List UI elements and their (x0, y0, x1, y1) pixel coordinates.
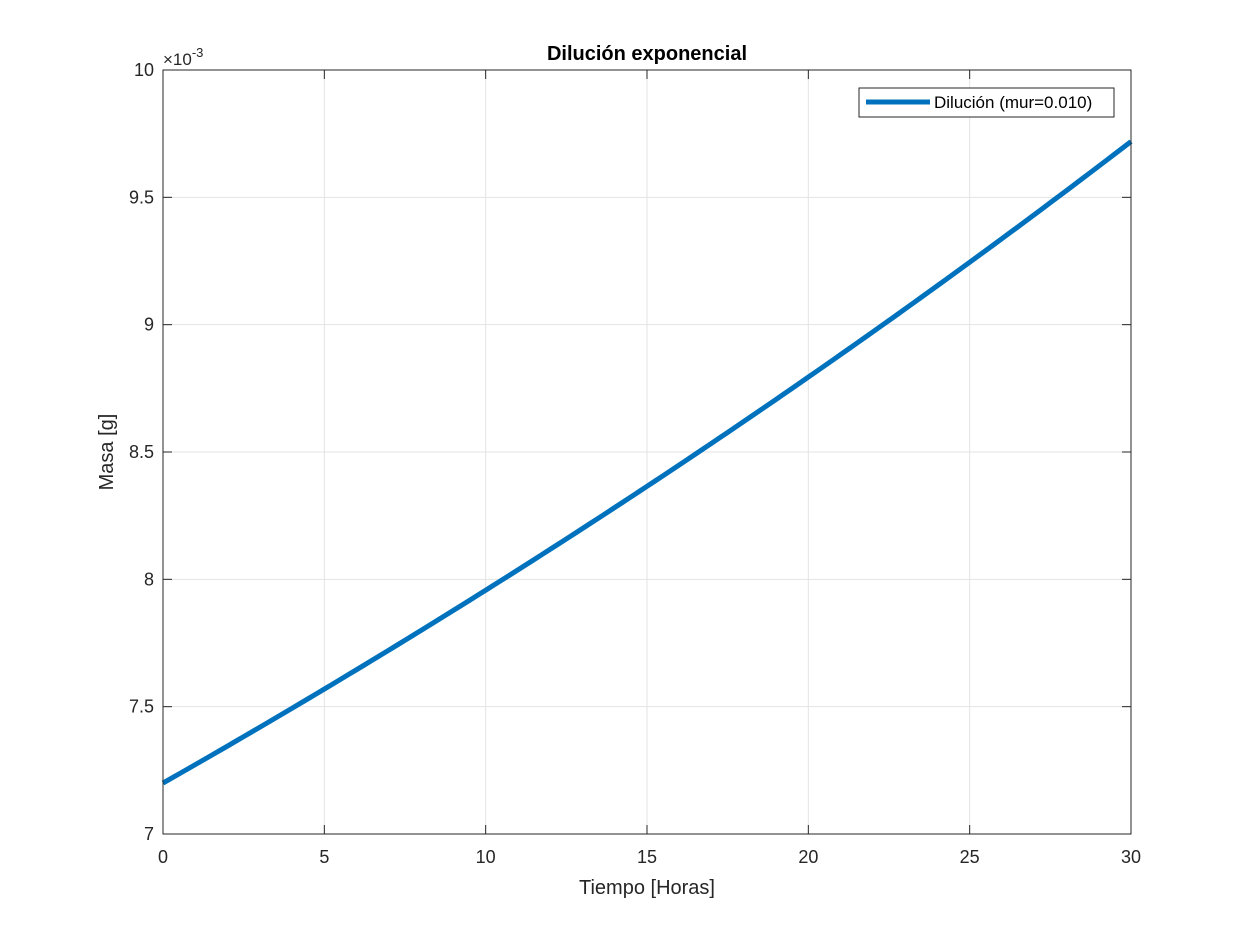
series-line-0 (161, 139, 1133, 786)
series-layer (161, 139, 1133, 786)
y-tick-labels: 7 7.5 8 8.5 9 9.5 10 (129, 60, 154, 844)
y-tick-label: 9 (144, 315, 154, 335)
x-tick-label: 15 (637, 847, 657, 867)
x-tick-label: 20 (798, 847, 818, 867)
legend-entry-label: Dilución (mur=0.010) (934, 93, 1092, 112)
legend: Dilución (mur=0.010) (858, 87, 1115, 118)
y-tick-label: 9.5 (129, 187, 154, 207)
chart-title: Dilución exponencial (547, 43, 747, 65)
y-tick-label: 8.5 (129, 442, 154, 462)
y-exponent-label: ×10-3 (163, 45, 203, 69)
y-tick-label: 7 (144, 824, 154, 844)
x-tick-label: 10 (476, 847, 496, 867)
x-tick-label: 30 (1121, 847, 1141, 867)
x-tick-label: 25 (960, 847, 980, 867)
x-tick-label: 0 (158, 847, 168, 867)
y-tick-label: 7.5 (129, 697, 154, 717)
grid-lines (163, 70, 1131, 834)
y-tick-label: 10 (134, 60, 154, 80)
y-tick-label: 8 (144, 569, 154, 589)
x-tick-label: 5 (319, 847, 329, 867)
x-tick-labels: 0 5 10 15 20 25 30 (158, 847, 1141, 867)
tick-marks (162, 69, 1132, 835)
y-axis-label: Masa [g] (96, 414, 118, 491)
x-axis-label: Tiempo [Horas] (579, 877, 715, 899)
